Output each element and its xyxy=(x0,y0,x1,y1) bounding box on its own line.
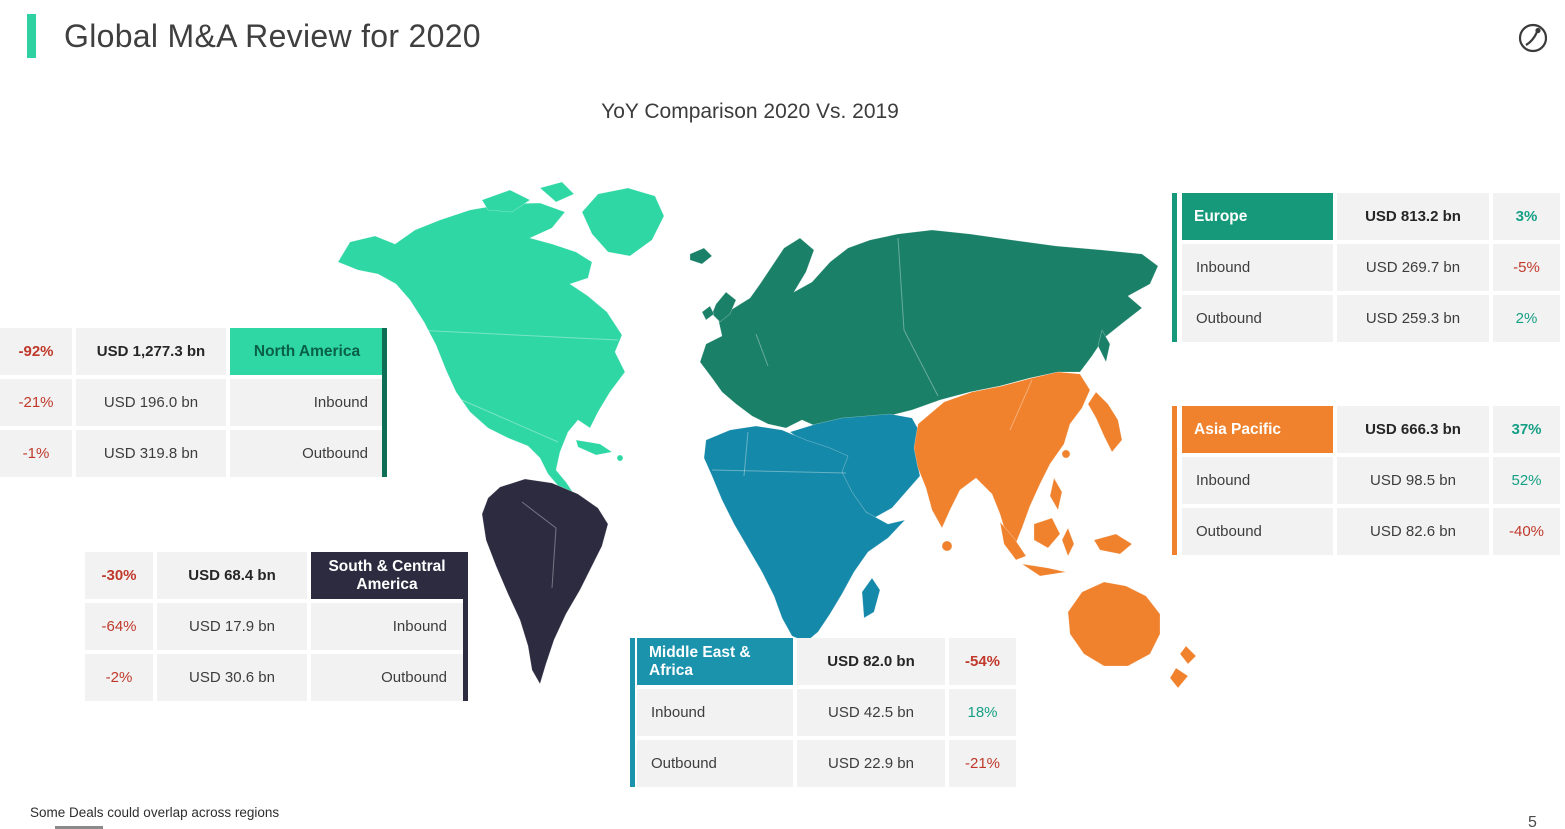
mea-total-value: USD 82.0 bn xyxy=(797,638,945,685)
sca-accent-bar xyxy=(463,552,468,701)
europe-accent-bar xyxy=(1172,193,1177,342)
mea-inbound-label: Inbound xyxy=(637,689,793,736)
na-total-value: USD 1,277.3 bn xyxy=(76,328,226,375)
north-america-table: -92% USD 1,277.3 bn North America -21% U… xyxy=(0,328,384,477)
map-region-europe xyxy=(689,229,1159,429)
na-outbound-label: Outbound xyxy=(230,430,384,477)
ap-region-header: Asia Pacific xyxy=(1182,406,1333,453)
mea-outbound-value: USD 22.9 bn xyxy=(797,740,945,787)
na-inbound-label: Inbound xyxy=(230,379,384,426)
mea-outbound-label: Outbound xyxy=(637,740,793,787)
sca-outbound-yoy: -2% xyxy=(85,654,153,701)
sca-inbound-value: USD 17.9 bn xyxy=(157,603,307,650)
sca-total-yoy: -30% xyxy=(85,552,153,599)
na-inbound-yoy: -21% xyxy=(0,379,72,426)
europe-inbound-value: USD 269.7 bn xyxy=(1337,244,1489,291)
ap-outbound-value: USD 82.6 bn xyxy=(1337,508,1489,555)
title-accent-bar xyxy=(27,14,36,58)
asia-pacific-table: Asia Pacific USD 666.3 bn 37% Inbound US… xyxy=(1182,406,1560,555)
europe-outbound-yoy: 2% xyxy=(1493,295,1560,342)
footnote: Some Deals could overlap across regions xyxy=(30,805,280,820)
map-region-asia-pacific xyxy=(913,371,1197,689)
ap-inbound-value: USD 98.5 bn xyxy=(1337,457,1489,504)
title-block: Global M&A Review for 2020 xyxy=(27,14,481,58)
mea-total-yoy: -54% xyxy=(949,638,1016,685)
sca-total-value: USD 68.4 bn xyxy=(157,552,307,599)
europe-inbound-label: Inbound xyxy=(1182,244,1333,291)
mea-inbound-yoy: 18% xyxy=(949,689,1016,736)
sca-outbound-value: USD 30.6 bn xyxy=(157,654,307,701)
europe-total-yoy: 3% xyxy=(1493,193,1560,240)
bottom-edge-artifact xyxy=(55,826,103,829)
south-central-america-table: -30% USD 68.4 bn South & Central America… xyxy=(85,552,463,701)
chart-subtitle: YoY Comparison 2020 Vs. 2019 xyxy=(601,100,899,123)
europe-outbound-value: USD 259.3 bn xyxy=(1337,295,1489,342)
sca-region-header: South & Central America xyxy=(311,552,463,599)
ap-outbound-yoy: -40% xyxy=(1493,508,1560,555)
sca-inbound-label: Inbound xyxy=(311,603,463,650)
na-outbound-yoy: -1% xyxy=(0,430,72,477)
brand-logo-icon xyxy=(1515,20,1551,61)
ap-inbound-label: Inbound xyxy=(1182,457,1333,504)
middle-east-africa-table: Middle East & Africa USD 82.0 bn -54% In… xyxy=(637,638,1016,787)
na-outbound-value: USD 319.8 bn xyxy=(76,430,226,477)
na-region-header: North America xyxy=(230,328,384,375)
europe-table: Europe USD 813.2 bn 3% Inbound USD 269.7… xyxy=(1182,193,1560,342)
europe-total-value: USD 813.2 bn xyxy=(1337,193,1489,240)
na-accent-bar xyxy=(382,328,387,477)
map-region-middle-east-africa xyxy=(703,413,923,643)
map-region-north-america xyxy=(337,181,665,495)
map-country-borders xyxy=(413,237,1033,589)
ap-total-value: USD 666.3 bn xyxy=(1337,406,1489,453)
ap-inbound-yoy: 52% xyxy=(1493,457,1560,504)
map-region-south-central-america xyxy=(481,478,609,685)
mea-outbound-yoy: -21% xyxy=(949,740,1016,787)
europe-region-header: Europe xyxy=(1182,193,1333,240)
mea-region-header: Middle East & Africa xyxy=(637,638,793,685)
na-inbound-value: USD 196.0 bn xyxy=(76,379,226,426)
asia-pacific-accent-bar xyxy=(1172,406,1177,555)
europe-outbound-label: Outbound xyxy=(1182,295,1333,342)
page-title: Global M&A Review for 2020 xyxy=(64,17,481,54)
ap-total-yoy: 37% xyxy=(1493,406,1560,453)
europe-inbound-yoy: -5% xyxy=(1493,244,1560,291)
page-number: 5 xyxy=(1528,814,1537,829)
na-total-yoy: -92% xyxy=(0,328,72,375)
sca-inbound-yoy: -64% xyxy=(85,603,153,650)
mea-inbound-value: USD 42.5 bn xyxy=(797,689,945,736)
mea-accent-bar xyxy=(630,638,635,787)
sca-outbound-label: Outbound xyxy=(311,654,463,701)
ap-outbound-label: Outbound xyxy=(1182,508,1333,555)
